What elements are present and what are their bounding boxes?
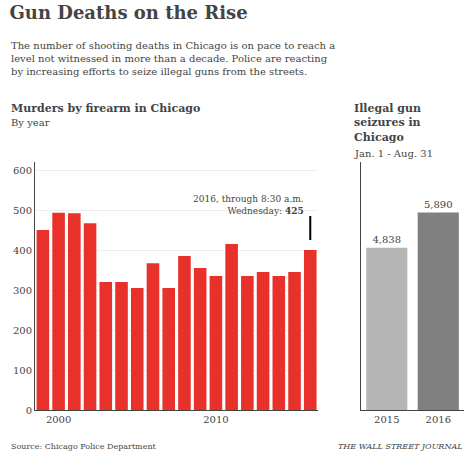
- svg-text:By year: By year: [11, 117, 50, 128]
- svg-text:600: 600: [13, 165, 32, 176]
- svg-text:100: 100: [13, 365, 32, 376]
- svg-text:0: 0: [26, 405, 32, 416]
- svg-text:2010: 2010: [203, 414, 228, 425]
- svg-text:200: 200: [13, 325, 32, 336]
- svg-text:The number of shooting deaths: The number of shooting deaths in Chicago…: [11, 40, 335, 77]
- svg-text:Source: Chicago Police Departm: Source: Chicago Police Department: [11, 442, 157, 451]
- svg-text:Illegal gunseizures inChicago: Illegal gunseizures inChicago: [354, 102, 421, 144]
- svg-text:2016, through 8:30 a.m.Wednesd: 2016, through 8:30 a.m.Wednesday: 425: [193, 194, 304, 216]
- svg-text:400: 400: [13, 245, 32, 256]
- svg-text:Jan. 1 - Aug. 31: Jan. 1 - Aug. 31: [354, 148, 433, 159]
- svg-text:300: 300: [13, 285, 32, 296]
- svg-text:Gun Deaths on the Rise: Gun Deaths on the Rise: [9, 2, 247, 23]
- svg-text:2015: 2015: [374, 414, 399, 425]
- svg-text:5,890: 5,890: [424, 199, 453, 210]
- svg-text:2016: 2016: [426, 414, 451, 425]
- svg-text:Murders by firearm in Chicago: Murders by firearm in Chicago: [11, 102, 200, 115]
- svg-text:4,838: 4,838: [372, 234, 401, 245]
- svg-text:2000: 2000: [46, 414, 71, 425]
- svg-text:THE WALL STREET JOURNAL: THE WALL STREET JOURNAL: [338, 442, 462, 451]
- svg-text:500: 500: [13, 205, 32, 216]
